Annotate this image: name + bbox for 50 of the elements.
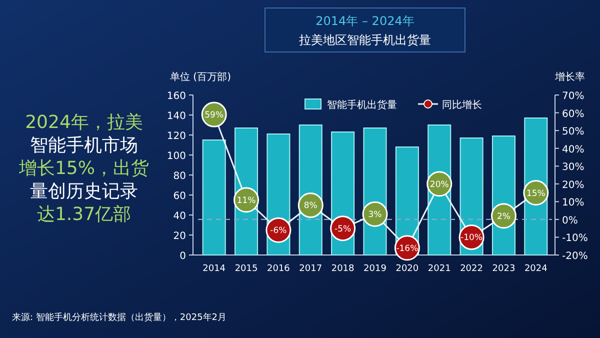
y-tick-label: 80 (173, 171, 186, 182)
y-tick-label: 120 (166, 131, 186, 142)
x-tick-label: 2018 (331, 264, 355, 274)
data-label: 3% (368, 210, 382, 220)
y-axis-title: 单位 (百万部) (170, 71, 232, 83)
data-label: -6% (270, 226, 287, 236)
y2-tick-label: 20% (562, 180, 584, 191)
x-tick-label: 2016 (267, 264, 290, 274)
y2-axis-title: 增长率 (554, 71, 585, 83)
text: 2024年，拉美智能手机市场增长15%，出货量创历史记录达1.37亿部 (18, 112, 150, 225)
y-tick-label: 0 (180, 251, 186, 262)
x-tick-label: 2014 (202, 264, 226, 274)
y2-tick-label: -20% (562, 251, 588, 262)
data-label: 59% (204, 110, 224, 121)
y-tick-label: 100 (166, 151, 186, 162)
x-tick-label: 2019 (364, 264, 387, 274)
x-tick-label: 2017 (299, 264, 322, 274)
y-tick-label: 60 (173, 191, 186, 202)
legend-label: 智能手机出货量 (327, 99, 397, 111)
y2-tick-label: 60% (562, 108, 584, 120)
data-label: -16% (396, 244, 418, 254)
y-tick-label: 20 (173, 231, 186, 242)
x-tick-label: 2022 (460, 264, 483, 274)
x-tick-label: 2020 (396, 264, 419, 274)
x-tick-label: 2024 (524, 264, 548, 274)
chart-subtitle: 拉美地区智能手机出货量 (299, 33, 431, 47)
x-tick-label: 2021 (428, 264, 451, 274)
data-label: -5% (334, 224, 352, 234)
y-tick-label: 160 (166, 91, 186, 102)
y2-tick-label: 30% (562, 162, 584, 174)
data-label: 8% (304, 201, 318, 212)
chart-title: 2014年 – 2024年 (316, 14, 414, 28)
y2-tick-label: 70% (562, 91, 584, 102)
data-label: 15% (526, 188, 546, 199)
y-tick-label: 140 (166, 111, 186, 122)
data-label: 11% (236, 196, 256, 206)
x-tick-label: 2015 (234, 264, 258, 274)
data-label: -10% (460, 233, 483, 244)
y2-tick-label: 10% (562, 198, 584, 209)
bar (202, 140, 226, 256)
data-label: 2% (496, 212, 510, 222)
data-label: 20% (430, 180, 449, 190)
legend-label: 同比增长 (442, 99, 482, 111)
y2-tick-label: 50% (562, 126, 584, 138)
x-tick-label: 2023 (492, 264, 516, 274)
source-note: 来源: 智能手机分析统计数据（出货量），2025年2月 (12, 312, 227, 323)
y2-tick-label: 40% (562, 144, 584, 156)
y2-tick-label: -10% (562, 233, 588, 244)
y2-tick-label: 0% (562, 215, 578, 226)
y-tick-label: 40 (173, 211, 186, 222)
